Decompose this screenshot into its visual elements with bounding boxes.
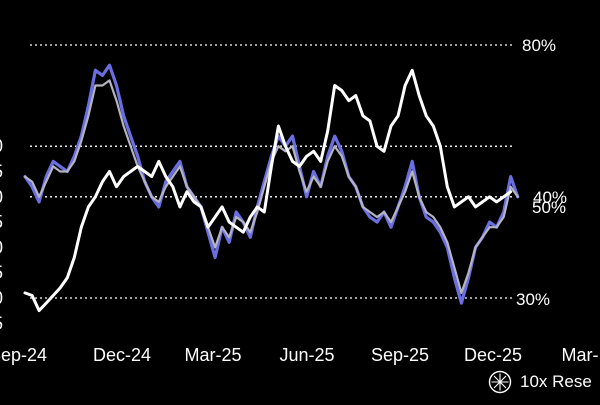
reference-label-30pct-4: 30% xyxy=(516,290,550,309)
y-tick-label-25: 25 xyxy=(0,313,3,333)
x-axis-ticks: Sep-24 Dec-24 Mar-25 Jun-25 Sep-25 Dec-25 Mar- xyxy=(0,345,599,365)
x-tick-label-6: Mar- xyxy=(562,345,599,365)
brand-watermark: 10x Rese xyxy=(488,368,592,396)
series-line-1 xyxy=(23,63,520,305)
y-tick-label-40: 40 xyxy=(0,237,3,257)
reference-label-80pct-0: 80% xyxy=(522,36,556,55)
y-axis-ticks: 25 30 35 40 45 50 55 60 xyxy=(0,136,3,333)
series-layer xyxy=(23,63,520,313)
y-tick-label-60: 60 xyxy=(0,136,3,156)
x-tick-label-4: Sep-25 xyxy=(371,345,429,365)
reference-label-50pct-3: 50% xyxy=(532,198,566,217)
x-tick-label-3: Jun-25 xyxy=(279,345,334,365)
y-tick-label-55: 55 xyxy=(0,162,3,182)
x-tick-label-2: Mar-25 xyxy=(184,345,241,365)
reference-label-40pct-2: 40% xyxy=(533,188,567,207)
series-line-0 xyxy=(23,68,513,313)
brand-text: 10x Rese xyxy=(520,372,592,391)
x-tick-label-1: Dec-24 xyxy=(93,345,151,365)
10x-logo-icon xyxy=(488,370,512,394)
y-tick-label-35: 35 xyxy=(0,263,3,283)
reference-labels: 80% 40%50% 30% xyxy=(516,36,567,309)
reference-lines xyxy=(30,44,512,299)
x-tick-label-0: Sep-24 xyxy=(0,345,47,365)
y-tick-label-30: 30 xyxy=(0,288,3,308)
y-tick-label-45: 45 xyxy=(0,212,3,232)
x-tick-label-5: Dec-25 xyxy=(464,345,522,365)
y-tick-label-50: 50 xyxy=(0,187,3,207)
